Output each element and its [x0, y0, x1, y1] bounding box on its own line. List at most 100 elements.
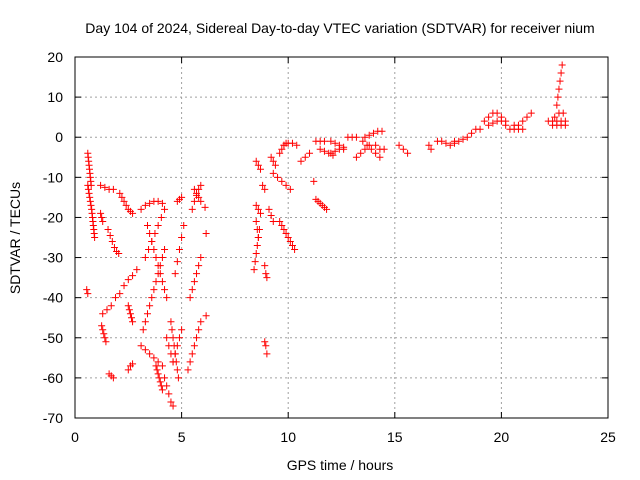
x-tick-label: 20 [494, 429, 510, 445]
data-point [184, 366, 192, 374]
data-point [169, 334, 177, 342]
data-point [286, 185, 294, 193]
data-point [190, 197, 198, 205]
data-point [97, 209, 105, 217]
plot-frame [74, 56, 609, 419]
data-point [468, 129, 476, 137]
data-point [101, 183, 109, 191]
data-point [197, 197, 205, 205]
data-point [84, 185, 92, 193]
data-point [152, 278, 160, 286]
data-point [137, 205, 145, 213]
data-point [485, 113, 493, 121]
data-point [442, 139, 450, 147]
data-point [455, 137, 463, 145]
data-point [378, 127, 386, 135]
data-point [265, 205, 273, 213]
data-point [158, 386, 166, 394]
data-point [126, 310, 134, 318]
data-point [141, 346, 149, 354]
data-point [278, 145, 286, 153]
data-point [165, 342, 173, 350]
data-point [156, 270, 164, 278]
data-point [143, 221, 151, 229]
data-point [365, 131, 373, 139]
data-point [293, 141, 301, 149]
data-point [186, 294, 194, 302]
data-point [150, 354, 158, 362]
x-tick-label: 5 [178, 429, 186, 445]
data-point [352, 153, 360, 161]
data-point [280, 141, 288, 149]
data-point [146, 199, 154, 207]
data-point [395, 141, 403, 149]
data-point [171, 270, 179, 278]
data-point [316, 145, 324, 153]
data-point [361, 133, 369, 141]
data-point [118, 193, 126, 201]
data-point [100, 330, 108, 338]
data-point [146, 302, 154, 310]
data-point [555, 85, 563, 93]
y-tick-label: -30 [43, 250, 63, 266]
data-point [376, 153, 384, 161]
x-tick-label: 10 [280, 429, 296, 445]
data-point [261, 185, 269, 193]
data-point [278, 221, 286, 229]
data-point [255, 225, 263, 233]
data-point [252, 201, 260, 209]
data-point [306, 149, 314, 157]
data-point [357, 149, 365, 157]
data-point [154, 370, 162, 378]
data-point [193, 334, 201, 342]
data-point [280, 225, 288, 233]
data-point [261, 338, 269, 346]
data-point [352, 133, 360, 141]
data-point [158, 278, 166, 286]
data-point [554, 93, 562, 101]
data-point [361, 145, 369, 153]
data-point [197, 254, 205, 262]
data-point [91, 234, 99, 241]
y-axis-label: SDTVAR / TECUs [7, 182, 23, 294]
data-point [553, 101, 561, 109]
data-point [167, 398, 175, 406]
data-point [259, 181, 267, 189]
data-point [519, 117, 527, 125]
data-point [178, 234, 186, 241]
data-point [157, 213, 165, 221]
data-point [269, 217, 277, 225]
data-point [124, 302, 132, 310]
data-point [98, 213, 106, 221]
data-point [86, 193, 94, 201]
data-point [188, 286, 196, 294]
data-point [276, 217, 284, 225]
data-point [252, 157, 260, 165]
data-point [178, 193, 186, 201]
y-tick-label: -50 [43, 330, 63, 346]
data-point [201, 203, 209, 211]
data-point [188, 350, 196, 358]
data-point [84, 290, 92, 298]
data-point [99, 326, 107, 334]
data-point [108, 238, 116, 246]
data-point [291, 246, 299, 254]
data-point [139, 326, 147, 334]
data-point [129, 209, 137, 217]
data-point [404, 149, 412, 157]
data-point [98, 322, 106, 330]
data-point [87, 201, 95, 209]
data-point [154, 221, 162, 229]
data-point [256, 209, 264, 217]
data-point [263, 274, 271, 282]
data-point [110, 244, 118, 252]
data-point [369, 129, 377, 137]
data-point [510, 121, 518, 129]
data-point [190, 342, 198, 350]
data-point [557, 69, 565, 77]
data-point [84, 181, 92, 189]
data-point [320, 137, 328, 145]
data-point [151, 229, 159, 237]
data-point [125, 306, 133, 314]
data-point [141, 201, 149, 209]
